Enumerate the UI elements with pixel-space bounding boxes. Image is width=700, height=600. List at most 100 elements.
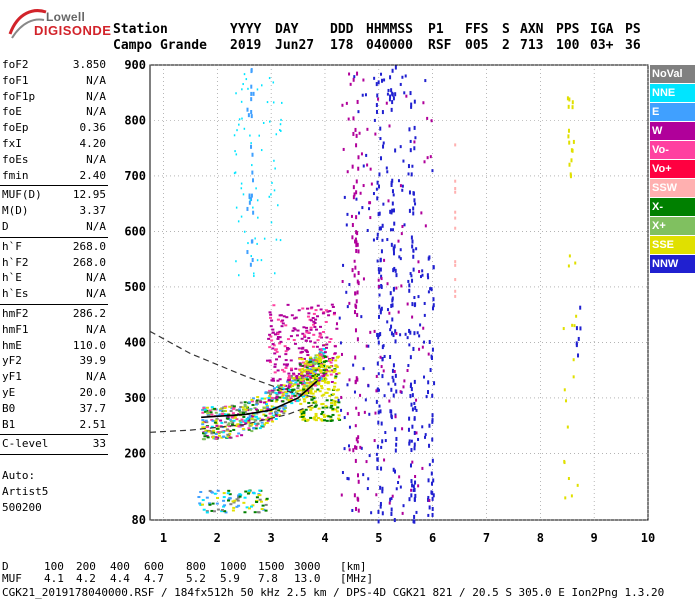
echo-point [277,409,281,412]
echo-point [263,397,267,400]
echo-point [323,376,327,379]
echo-point [329,406,333,409]
echo-point [262,407,266,410]
echo-point [308,406,312,409]
echo-point [356,290,359,295]
echo-point [301,358,305,361]
echo-point [415,408,418,412]
echo-point [255,424,259,427]
echo-point [308,374,312,377]
echo-point [388,98,391,102]
echo-point [205,510,209,513]
echo-point [430,355,433,360]
echo-point [211,408,215,411]
echo-point [309,371,313,374]
echo-point [247,401,251,404]
echo-point [379,485,382,490]
dashed-profile-lower [149,402,318,433]
echo-point [354,355,357,360]
echo-point [235,505,239,508]
echo-point [384,439,387,443]
echo-point [238,495,242,498]
echo-point [210,491,214,494]
echo-point [380,466,383,471]
echo-point [366,228,369,232]
echo-point [357,249,360,254]
echo-point [355,179,358,184]
echo-point [335,389,339,392]
echo-point [225,429,229,432]
echo-point [306,354,310,357]
param-value: N/A [86,73,106,87]
echo-point [318,352,322,355]
header-row1-cell: HHMMSS [366,22,413,37]
echo-point [300,415,304,418]
y-tick-label: 800 [124,113,146,127]
echo-point [391,375,394,379]
echo-point [347,477,350,481]
echo-point [567,104,570,109]
echo-point [283,388,287,391]
echo-point [293,328,297,331]
param-key: hmF2 [2,307,29,320]
echo-point [570,158,573,163]
echo-point [314,419,318,422]
echo-point [237,220,240,223]
echo-point [259,409,263,412]
echo-point [309,416,313,419]
echo-point [305,391,309,394]
echo-point [360,152,363,156]
echo-point [254,427,258,430]
echo-point [563,459,566,463]
echo-point [231,412,235,415]
echo-point [432,265,435,270]
echo-point [272,81,275,84]
echo-point [412,206,415,211]
echo-point [362,367,365,371]
echo-point [375,389,378,393]
echo-point [413,146,416,151]
echo-point [300,337,304,340]
echo-point [243,403,247,406]
echo-point [285,398,289,401]
echo-point [410,105,413,109]
echo-point [213,407,217,410]
echo-point [571,100,574,105]
echo-point [311,363,315,366]
param-key: h`Es [2,287,29,301]
echo-point [258,399,262,402]
echo-point [401,75,404,79]
echo-point [335,410,339,413]
echo-point [250,255,252,258]
echo-point [275,398,279,401]
echo-point [353,310,356,315]
echo-point [276,337,280,340]
echo-point [313,377,317,380]
echo-point [313,380,317,383]
echo-point [275,350,279,353]
echo-point [236,499,240,502]
echo-point [353,390,356,394]
echo-point [319,350,323,353]
echo-point [249,199,252,202]
echo-point [348,448,351,452]
echo-point [231,423,235,426]
echo-point [264,418,268,421]
echo-point [238,123,240,126]
echo-point [268,394,272,397]
echo-point [391,201,394,206]
echo-point [212,510,216,513]
echo-point [414,202,417,206]
echo-point [394,415,397,419]
echo-point [202,406,206,409]
echo-point [219,431,223,434]
echo-point [399,184,402,188]
echo-point [355,406,358,410]
echo-point [280,384,284,387]
echo-point [388,124,391,128]
echo-point [299,411,303,414]
echo-point [390,107,393,112]
echo-point [393,266,396,271]
echo-point [201,411,205,414]
echo-point [205,434,209,437]
